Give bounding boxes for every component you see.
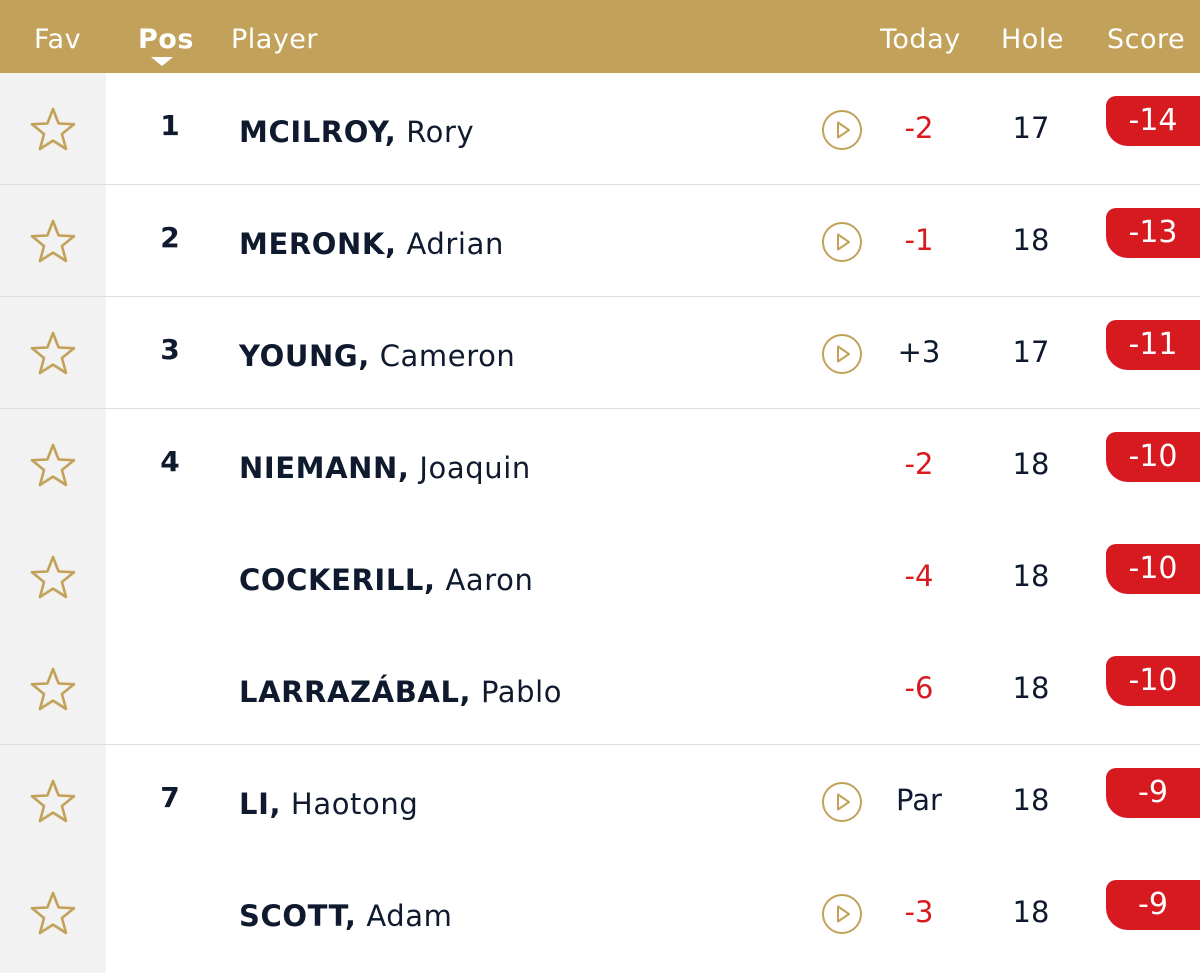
favorite-star-icon[interactable] <box>29 330 77 376</box>
player-first-name: Adrian <box>406 227 504 261</box>
favorite-star-icon[interactable] <box>29 106 77 152</box>
leaderboard-row[interactable]: 7 LI, Haotong Par 18 -9 <box>0 745 1200 857</box>
header-hole[interactable]: Hole <box>1001 24 1064 55</box>
play-video-icon[interactable] <box>821 333 863 375</box>
row-divider <box>0 408 1200 409</box>
player-last-name: COCKERILL, <box>239 563 436 597</box>
today-score: -2 <box>904 447 934 481</box>
leaderboard-row[interactable]: 2 MERONK, Adrian -1 18 -13 <box>0 185 1200 297</box>
player-last-name: SCOTT, <box>239 899 357 933</box>
hole-number: 18 <box>1012 447 1050 481</box>
today-score: -4 <box>904 559 934 593</box>
player-last-name: MCILROY, <box>239 115 397 149</box>
player-name[interactable]: YOUNG, Cameron <box>239 339 515 373</box>
position: 1 <box>160 109 180 142</box>
player-last-name: LI, <box>239 787 282 821</box>
play-video-icon[interactable] <box>821 109 863 151</box>
hole-number: 18 <box>1012 895 1050 929</box>
leaderboard-row[interactable]: 3 YOUNG, Cameron +3 17 -11 <box>0 297 1200 409</box>
position: 2 <box>160 221 180 254</box>
header-pos-sort[interactable]: Pos <box>138 24 194 55</box>
leaderboard-row[interactable]: SCOTT, Adam -3 18 -9 <box>0 857 1200 969</box>
hole-number: 18 <box>1012 223 1050 257</box>
play-video-icon[interactable] <box>821 893 863 935</box>
hole-number: 17 <box>1012 111 1050 145</box>
today-score: Par <box>896 783 942 817</box>
today-score: -6 <box>904 671 934 705</box>
leaderboard-row[interactable]: COCKERILL, Aaron -4 18 -10 <box>0 521 1200 633</box>
total-score-badge: -11 <box>1106 320 1200 370</box>
total-score-badge: -9 <box>1106 880 1200 930</box>
today-score: -2 <box>904 111 934 145</box>
player-last-name: NIEMANN, <box>239 451 410 485</box>
row-divider <box>0 296 1200 297</box>
favorite-star-icon[interactable] <box>29 554 77 600</box>
player-last-name: LARRAZÁBAL, <box>239 675 472 709</box>
player-first-name: Cameron <box>379 339 516 373</box>
today-score: -1 <box>904 223 934 257</box>
player-name[interactable]: LARRAZÁBAL, Pablo <box>239 675 562 709</box>
header-today[interactable]: Today <box>880 24 961 55</box>
favorite-star-icon[interactable] <box>29 778 77 824</box>
favorite-star-icon[interactable] <box>29 666 77 712</box>
row-divider <box>106 968 1200 969</box>
player-first-name: Adam <box>366 899 453 933</box>
player-name[interactable]: MCILROY, Rory <box>239 115 474 149</box>
position: 3 <box>160 333 180 366</box>
play-video-icon[interactable] <box>821 221 863 263</box>
sort-descending-icon <box>151 57 173 66</box>
favorite-star-icon[interactable] <box>29 442 77 488</box>
total-score-badge: -10 <box>1106 544 1200 594</box>
row-divider <box>0 744 1200 745</box>
hole-number: 18 <box>1012 559 1050 593</box>
leaderboard-row[interactable]: 1 MCILROY, Rory -2 17 -14 <box>0 73 1200 185</box>
total-score-badge: -9 <box>1106 768 1200 818</box>
player-name[interactable]: NIEMANN, Joaquin <box>239 451 531 485</box>
player-first-name: Pablo <box>480 675 563 709</box>
favorite-star-icon[interactable] <box>29 890 77 936</box>
favorite-star-icon[interactable] <box>29 218 77 264</box>
total-score-badge: -10 <box>1106 432 1200 482</box>
position: 7 <box>160 781 180 814</box>
player-name[interactable]: MERONK, Adrian <box>239 227 504 261</box>
player-name[interactable]: SCOTT, Adam <box>239 899 453 933</box>
player-first-name: Haotong <box>290 787 419 821</box>
total-score-badge: -10 <box>1106 656 1200 706</box>
player-last-name: YOUNG, <box>239 339 370 373</box>
play-video-icon[interactable] <box>821 781 863 823</box>
header-fav: Fav <box>34 24 82 55</box>
player-first-name: Aaron <box>445 563 534 597</box>
player-last-name: MERONK, <box>239 227 397 261</box>
today-score: +3 <box>897 335 941 369</box>
hole-number: 18 <box>1012 783 1050 817</box>
leaderboard-row[interactable]: 4 NIEMANN, Joaquin -2 18 -10 <box>0 409 1200 521</box>
header-player[interactable]: Player <box>231 24 319 55</box>
player-name[interactable]: COCKERILL, Aaron <box>239 563 533 597</box>
leaderboard-header: Fav Pos Player Today Hole Score <box>0 0 1200 73</box>
player-first-name: Rory <box>406 115 475 149</box>
position: 4 <box>160 445 180 478</box>
hole-number: 18 <box>1012 671 1050 705</box>
total-score-badge: -13 <box>1106 208 1200 258</box>
header-score[interactable]: Score <box>1107 24 1186 55</box>
player-first-name: Joaquin <box>419 451 531 485</box>
leaderboard-row[interactable]: LARRAZÁBAL, Pablo -6 18 -10 <box>0 633 1200 745</box>
row-divider <box>0 184 1200 185</box>
hole-number: 17 <box>1012 335 1050 369</box>
player-name[interactable]: LI, Haotong <box>239 787 418 821</box>
today-score: -3 <box>904 895 934 929</box>
total-score-badge: -14 <box>1106 96 1200 146</box>
